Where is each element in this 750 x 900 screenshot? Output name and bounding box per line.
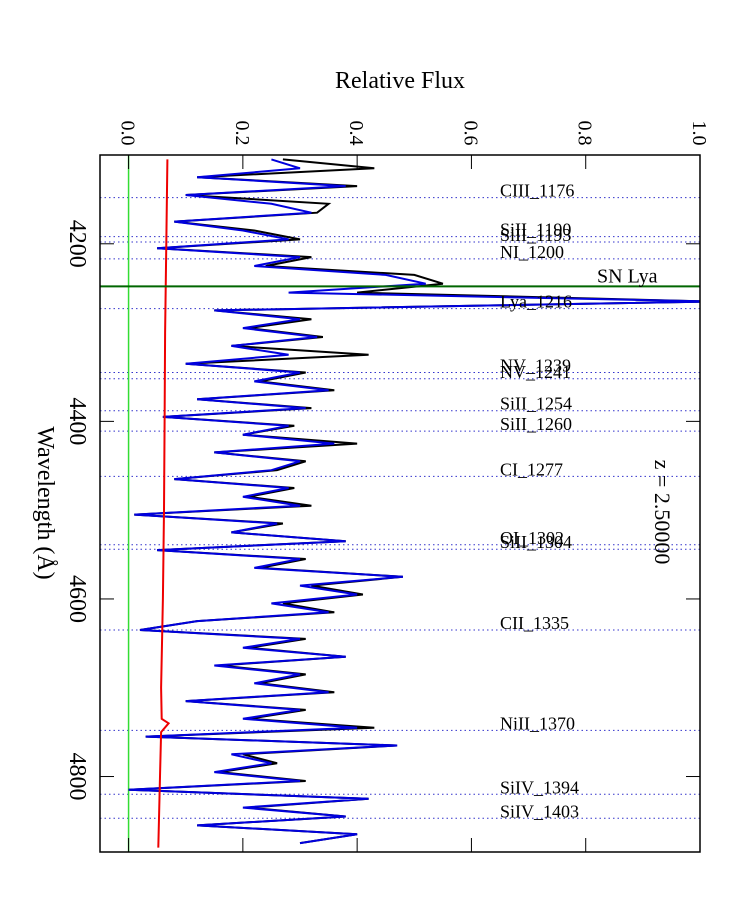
line-label: SiII_1193 <box>500 225 571 245</box>
line-label: NI_1200 <box>500 242 564 262</box>
y-tick-label: 4600 <box>64 575 90 623</box>
overlay: 0.0 0.2 0.4 0.6 0.8 1.0 4200 4400 4600 4800 SN Lya… <box>64 121 710 852</box>
plot-area <box>100 155 700 852</box>
x-tick-label: 0.2 <box>231 121 253 146</box>
x-axis-title: Relative Flux <box>335 68 465 94</box>
y-tick-label: 4400 <box>64 397 90 445</box>
y-tick-label: 4800 <box>64 753 90 801</box>
line-label: NiII_1370 <box>500 713 575 733</box>
spectrum-line <box>128 158 700 845</box>
plot-frame <box>99 154 701 853</box>
y-tick-label: 4200 <box>64 220 90 268</box>
line-label: SiIV_1394 <box>500 777 579 797</box>
line-label: CIII_1176 <box>500 181 574 201</box>
line-label: SiII_1254 <box>500 394 572 414</box>
line-label: OI_1302 <box>500 528 564 548</box>
redshift-label: z = 2.50000 <box>650 460 675 565</box>
line-label: CI_1277 <box>500 459 563 479</box>
x-tick-label: 0.6 <box>459 121 481 146</box>
line-label: SiII_1190 <box>500 220 571 240</box>
x-tick-label: 1.0 <box>688 121 710 146</box>
spectrum-line <box>157 159 171 848</box>
line-label: Lya_1216 <box>500 292 572 312</box>
line-label: NV_1241 <box>500 362 571 382</box>
line-label: CII_1335 <box>500 613 569 633</box>
x-tick-label: 0.4 <box>345 121 367 146</box>
spectrum-line <box>128 158 700 845</box>
line-label: SiII_1260 <box>500 414 572 434</box>
x-tick-label: 0.8 <box>574 121 596 146</box>
line-label: SiIV_1403 <box>500 801 579 821</box>
line-label: NV_1239 <box>500 356 571 376</box>
x-tick-label: 0.0 <box>117 121 139 146</box>
sn-label: SN Lya <box>597 265 658 287</box>
y-axis-title: Wavelength (Å) <box>32 426 58 579</box>
line-label: SiII_1304 <box>500 532 572 552</box>
